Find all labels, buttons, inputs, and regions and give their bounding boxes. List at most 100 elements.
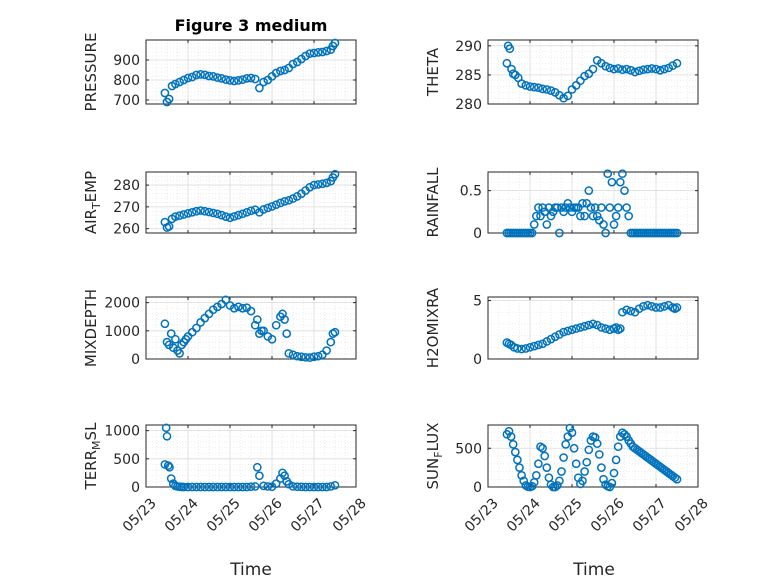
data-point [609,468,619,478]
data-point [162,431,172,441]
data-point [326,482,336,491]
data-point [586,203,596,212]
y-tick-label: 2000 [104,296,140,312]
data-point [280,315,289,324]
data-point [588,319,598,329]
data-point [225,482,235,492]
data-point [255,83,264,93]
data-point [542,463,552,472]
data-point [313,351,323,361]
data-point [611,323,621,332]
data-point [246,206,256,216]
data-point [529,341,539,351]
data-point [175,77,184,87]
data-point [301,352,310,362]
data-point [508,440,518,449]
data-point [171,79,180,89]
data-point [578,198,587,208]
data-point [305,49,315,58]
data-point [599,474,608,484]
data-point [664,63,673,73]
data-point [664,300,673,310]
data-point [588,211,598,221]
data-point [515,463,524,472]
y-tick-label: 0.5 [460,184,482,200]
y-axis-label: H2OMIXRA [424,287,442,368]
data-point [672,228,682,238]
data-point [538,203,547,212]
data-point [534,203,543,212]
data-point [234,210,243,220]
data-point [313,48,323,57]
data-point [208,208,218,218]
data-point [234,302,243,312]
x-tick-label: 05/24 [162,495,202,535]
data-point [171,212,180,222]
data-point [284,195,294,205]
data-point [651,303,661,312]
y-tick-label: 1000 [104,424,140,440]
data-point [552,203,562,212]
x-tick-label: 05/24 [504,495,544,535]
y-tick-label: 280 [455,97,482,113]
axes-frame [487,171,699,234]
y-tick-label: 260 [113,222,140,238]
y-axis-label: THETA [424,47,442,97]
y-tick-label: 0 [473,480,482,496]
data-point [164,222,174,231]
data-point [672,58,682,68]
data-point [271,320,281,330]
data-point [208,482,218,492]
data-point [217,210,226,220]
data-point [647,302,657,311]
subplot-6: 0 500 1000 05/23 05/24 05/25 05/26 05/27 05/28 TE… [82,422,370,535]
data-point [519,476,529,486]
y-tick-label: 285 [455,68,482,84]
data-point [166,474,176,483]
data-point [647,64,657,73]
data-point [660,302,669,311]
data-point [525,82,535,91]
data-point [166,329,176,338]
data-point [309,352,319,362]
data-point [282,329,292,338]
data-point [576,323,585,332]
data-point [571,324,581,333]
data-point [196,70,205,79]
data-point [297,352,306,362]
data-point [179,482,189,492]
data-point [165,462,174,472]
data-point [563,91,573,101]
data-point [639,65,648,75]
data-point [263,203,273,213]
data-point [534,459,543,469]
data-point [221,212,231,222]
data-point [567,428,577,438]
x-tick-label: 05/26 [588,495,628,535]
data-point [626,306,636,316]
data-point [542,85,552,94]
axes-frame [487,296,699,360]
data-point [601,61,610,71]
data-point [506,432,516,441]
data-point [187,72,197,82]
data-point [234,482,243,492]
data-point [284,479,294,489]
data-point [607,177,617,187]
data-point [538,339,547,349]
data-point [187,482,197,492]
y-tick-label: 0 [473,352,482,368]
data-point [271,479,281,488]
data-point [221,295,231,305]
data-point [330,38,340,48]
data-point [322,46,331,56]
y-tick-label: 500 [113,452,140,468]
data-point [160,319,170,329]
subplot-2: 260 270 280 AIRTEMP [82,169,357,238]
y-axis-label: SUNFLUX [424,423,445,490]
data-point [276,198,285,208]
data-point [534,340,543,350]
data-series [160,38,340,107]
data-point [538,443,547,453]
data-point [507,64,516,74]
